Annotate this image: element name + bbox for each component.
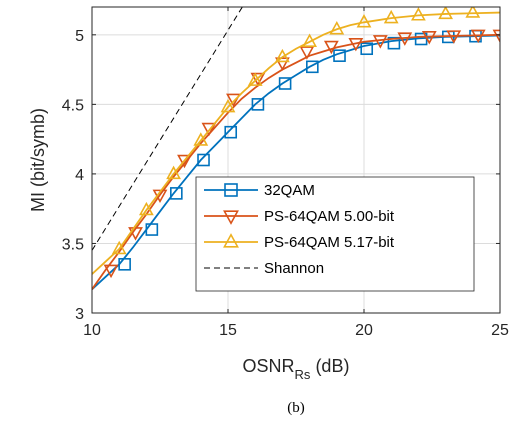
y-tick-label: 3.5 [62,236,84,253]
data-point-32qam [224,125,238,139]
data-point-32qam [333,49,346,62]
ticks: 10 15 20 25 3 3.5 4 4.5 5 [62,7,509,339]
data-point-ps-64qam-5-00-bit [323,40,339,55]
data-point-ps-64qam-5-00-bit [103,264,119,279]
data-point-ps-64qam-5-17-bit [410,7,426,21]
plot-frame [91,6,501,314]
data-point-ps-64qam-5-00-bit [492,29,500,44]
series-group [92,7,500,291]
data-point-ps-64qam-5-00-bit [226,93,241,108]
data-point-ps-64qam-5-00-bit [397,32,413,46]
y-tick-label: 5 [75,28,84,45]
data-point-32qam [251,98,265,111]
x-tick-label: 10 [83,322,101,339]
x-axis-label-unit: (dB) [315,356,349,376]
legend-label-ps-64qam-5-00-bit: PS-64QAM 5.00-bit [264,208,395,225]
series-32qam [92,29,500,291]
data-point-32qam [387,36,401,50]
x-tick-label: 20 [355,322,373,339]
data-point-32qam [360,42,374,56]
data-point-ps-64qam-5-00-bit [250,72,266,87]
data-point-ps-64qam-5-17-bit [193,132,209,146]
data-point-ps-64qam-5-17-bit [465,7,481,18]
data-point-ps-64qam-5-00-bit [348,37,364,52]
caption: (b) [287,400,305,416]
data-point-ps-64qam-5-17-bit [383,9,399,24]
data-point-ps-64qam-5-17-bit [247,72,263,86]
data-point-32qam [278,77,292,90]
x-axis-label-sub: Rs [295,367,311,382]
data-point-32qam [170,187,183,200]
y-tick-label: 4.5 [62,97,84,114]
data-point-ps-64qam-5-17-bit [438,7,454,20]
data-point-ps-64qam-5-00-bit [372,35,388,49]
data-point-ps-64qam-5-17-bit [356,14,372,28]
data-point-32qam [306,60,319,74]
legend-marker-32qam [224,183,238,197]
y-tick-label: 3 [75,306,84,323]
data-point-ps-64qam-5-00-bit [299,46,315,60]
x-tick-label: 15 [219,322,237,339]
series-ps-64qam-5-00-bit [92,29,500,290]
data-point-ps-64qam-5-00-bit [128,227,143,241]
data-point-ps-64qam-5-17-bit [166,165,182,180]
data-point-ps-64qam-5-00-bit [446,30,462,44]
legend-marker-ps-64qam-5-17-bit [223,233,239,248]
series-ps-64qam-5-17-bit [92,7,500,275]
series-line-shannon [92,7,243,251]
legend-label-shannon: Shannon [264,260,324,277]
series-line-ps-64qam-5-00-bit [92,33,500,290]
data-point-ps-64qam-5-17-bit [138,201,154,216]
data-point-32qam [145,223,159,236]
data-point-ps-64qam-5-00-bit [177,154,192,169]
y-axis-label: MI (bit/symb) [28,108,48,212]
legend-marker-ps-64qam-5-00-bit [223,210,239,225]
x-tick-label: 25 [491,322,509,339]
data-point-32qam [118,258,131,271]
data-point-ps-64qam-5-17-bit [329,20,345,35]
series-shannon [92,7,243,251]
data-point-ps-64qam-5-00-bit [421,31,437,45]
data-point-32qam [197,153,210,167]
y-tick-label: 4 [75,167,84,184]
x-axis-label: OSNRRs (dB) [243,356,350,382]
legend-label-32qam: 32QAM [264,182,315,199]
legend-label-ps-64qam-5-17-bit: PS-64QAM 5.17-bit [264,234,395,251]
legend-box [195,176,475,292]
legend: 32QAM PS-64QAM 5.00-bit PS-64QAM 5.17-bit S… [195,176,475,292]
data-point-ps-64qam-5-17-bit [220,98,236,113]
data-point-ps-64qam-5-17-bit [302,33,318,47]
data-point-ps-64qam-5-00-bit [201,122,217,137]
data-point-ps-64qam-5-00-bit [470,29,486,44]
data-point-ps-64qam-5-17-bit [274,48,290,63]
data-point-ps-64qam-5-00-bit [274,57,290,71]
data-point-ps-64qam-5-17-bit [111,240,127,255]
x-axis-label-main: OSNR [243,356,295,376]
